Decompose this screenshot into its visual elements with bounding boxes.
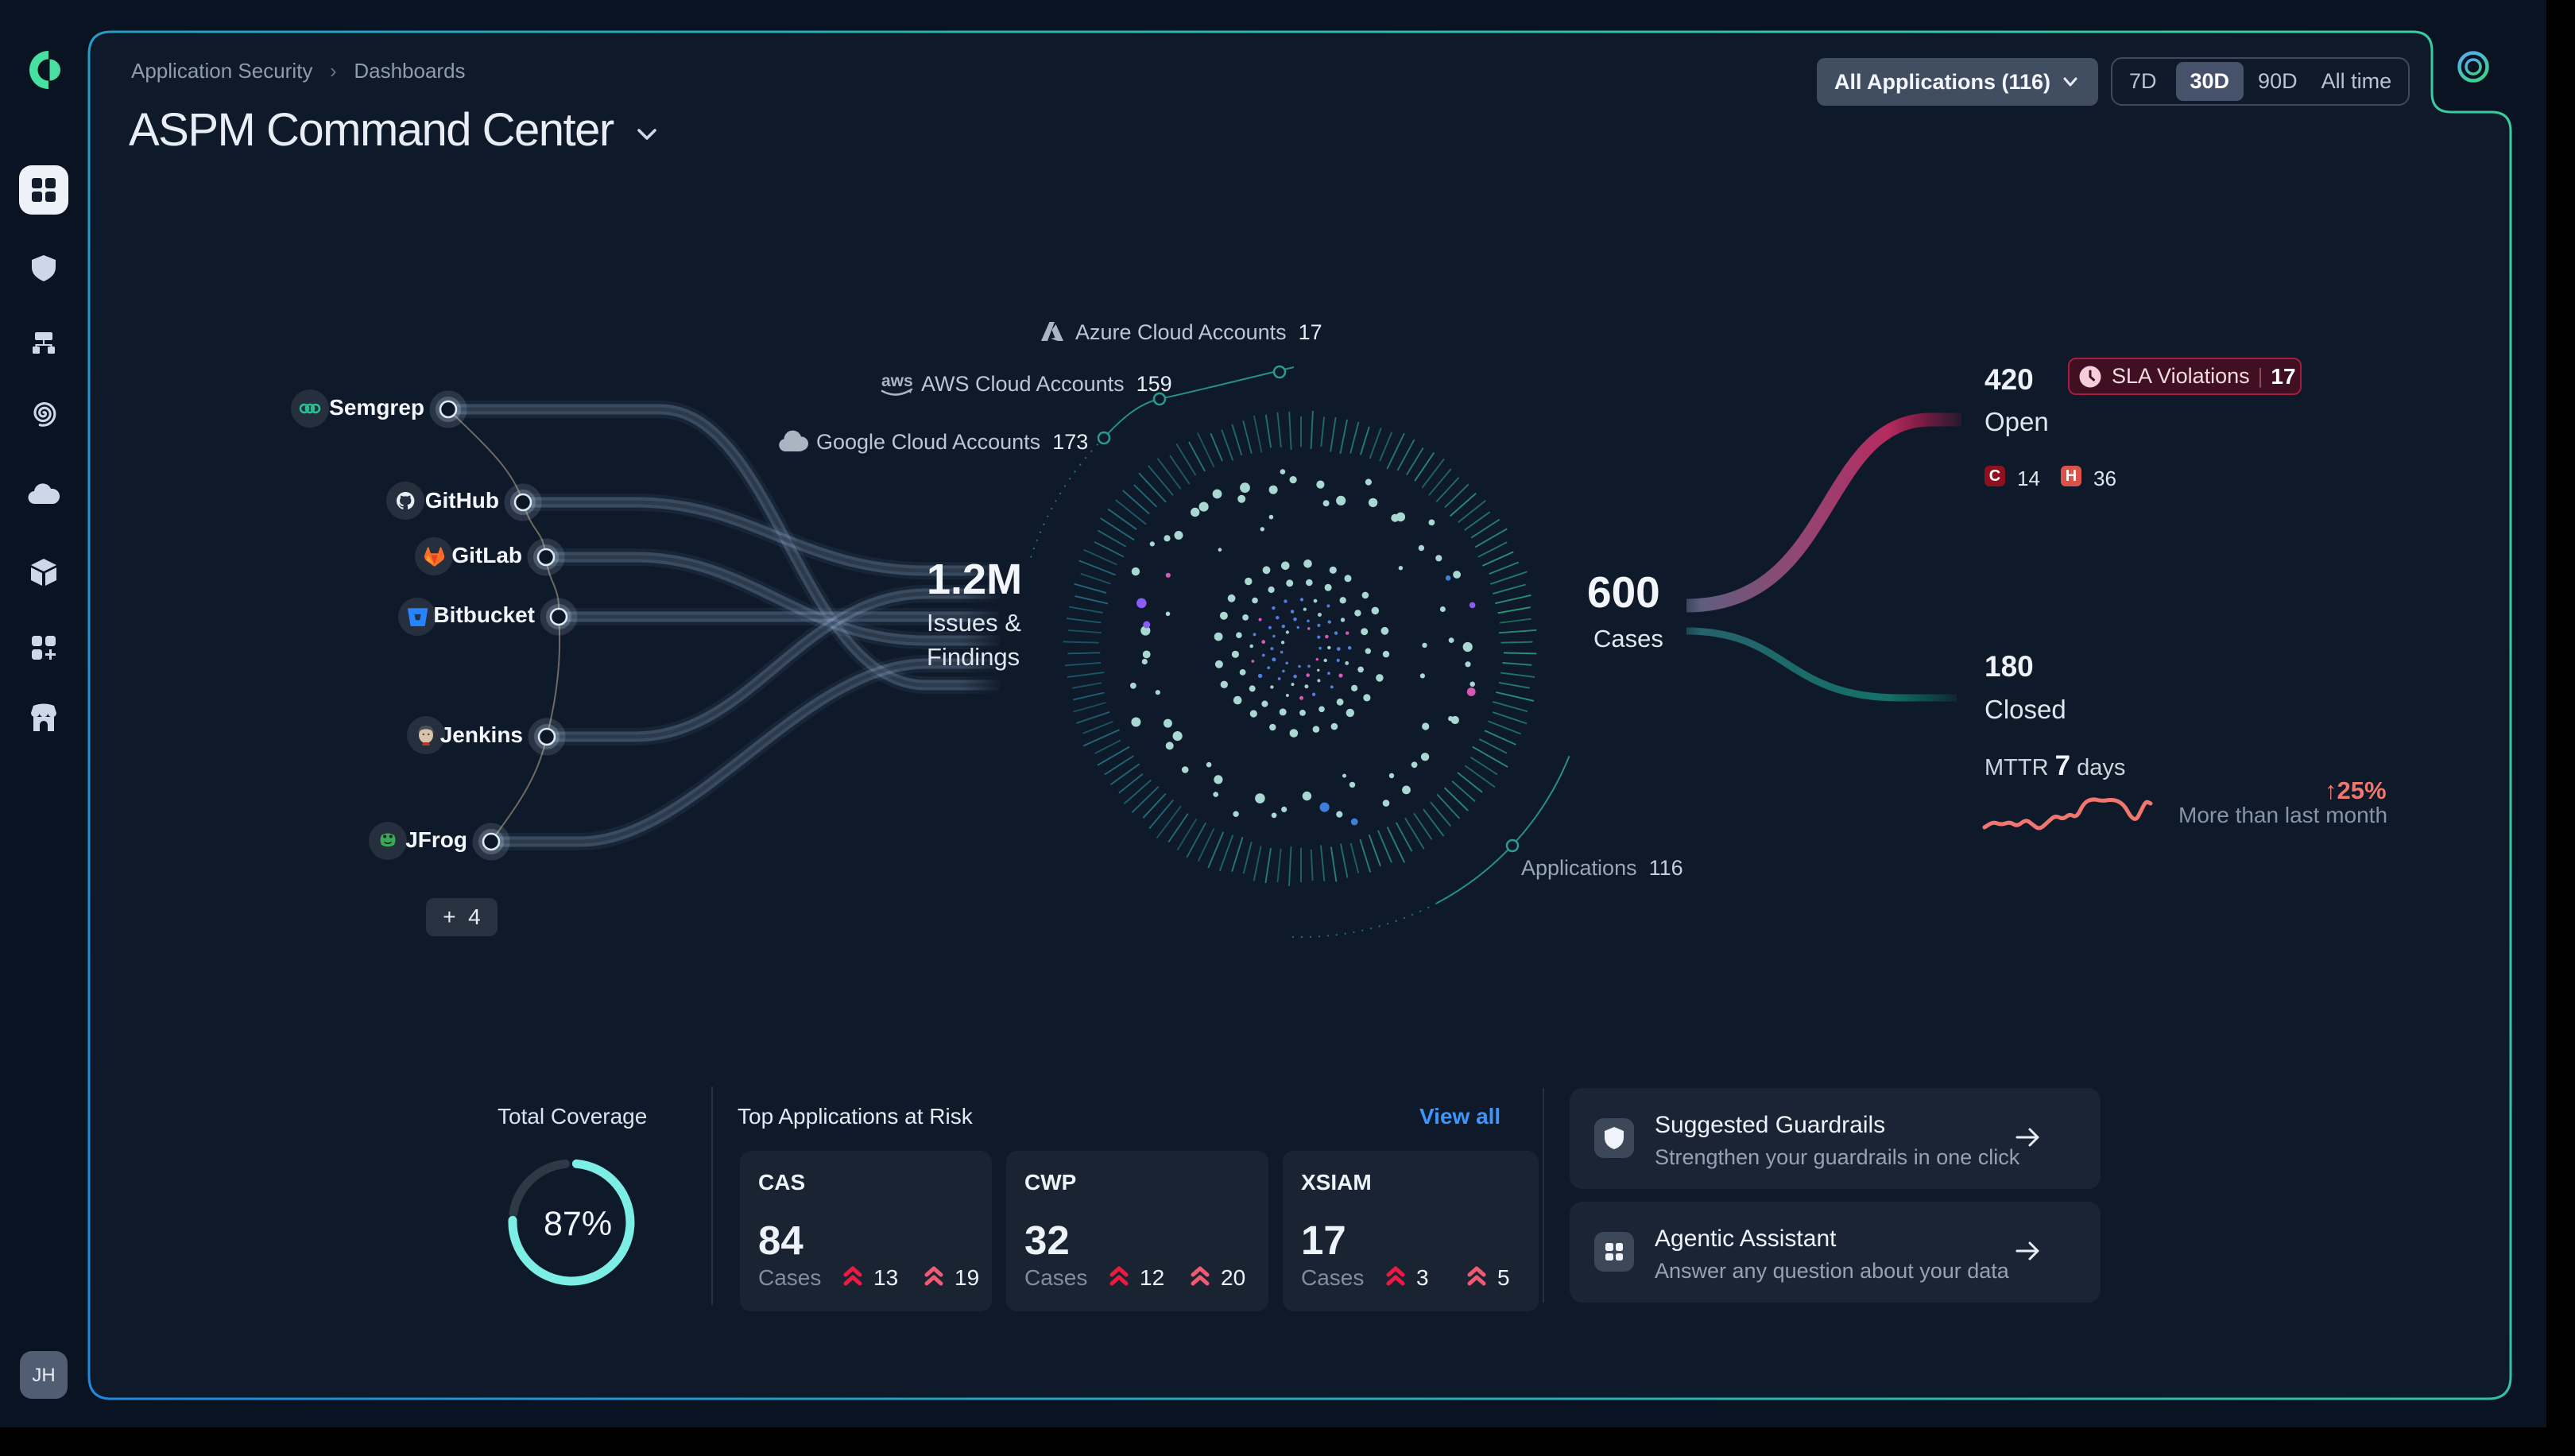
svg-text:aws: aws bbox=[881, 372, 913, 390]
svg-text:JH: JH bbox=[32, 1365, 55, 1386]
